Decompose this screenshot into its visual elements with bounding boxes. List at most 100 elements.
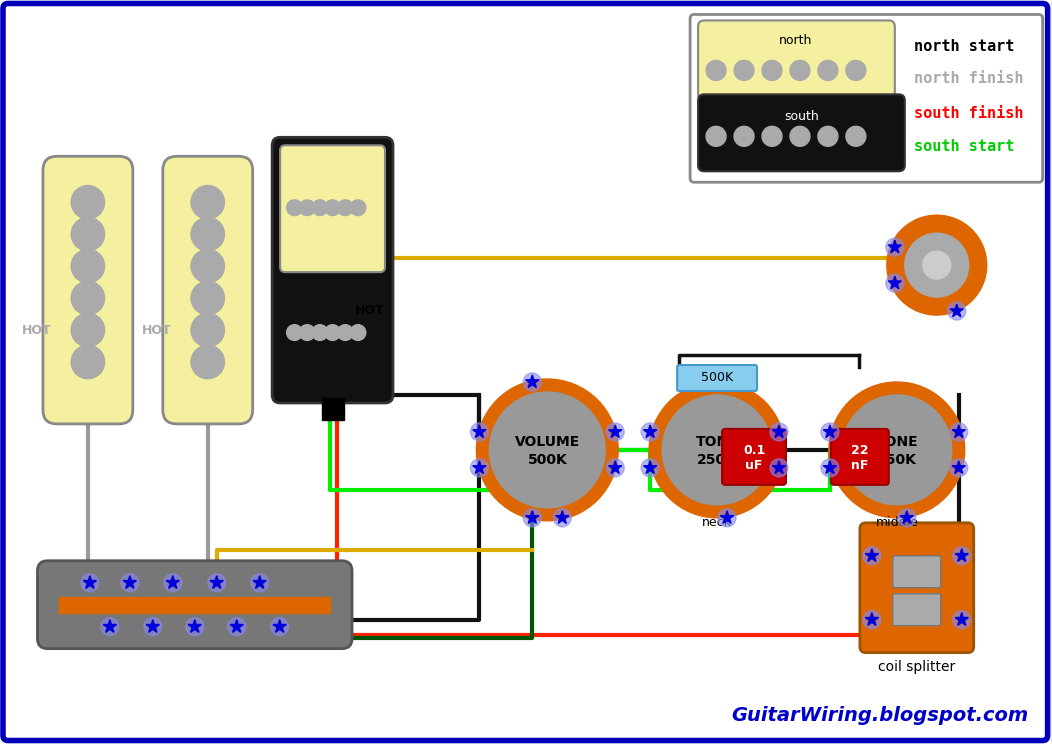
Circle shape: [706, 126, 726, 147]
Circle shape: [762, 60, 782, 80]
Circle shape: [662, 395, 772, 505]
Circle shape: [312, 324, 328, 341]
Text: south start: south start: [914, 139, 1014, 154]
Circle shape: [953, 547, 971, 565]
Circle shape: [950, 423, 968, 441]
Circle shape: [338, 324, 353, 341]
Circle shape: [762, 126, 782, 147]
Text: 500K: 500K: [701, 371, 733, 385]
Circle shape: [706, 60, 726, 80]
Circle shape: [144, 618, 162, 635]
Circle shape: [842, 395, 952, 505]
Circle shape: [489, 392, 605, 508]
Circle shape: [863, 611, 881, 629]
Polygon shape: [865, 612, 878, 625]
FancyBboxPatch shape: [163, 156, 252, 424]
FancyBboxPatch shape: [859, 523, 974, 652]
Circle shape: [641, 459, 660, 477]
FancyBboxPatch shape: [677, 365, 757, 391]
Circle shape: [350, 324, 366, 341]
Bar: [322, 398, 344, 420]
Circle shape: [270, 618, 288, 635]
Polygon shape: [644, 425, 656, 437]
Text: HOT: HOT: [355, 304, 384, 317]
Circle shape: [191, 185, 224, 219]
Circle shape: [829, 382, 965, 518]
Circle shape: [846, 60, 866, 80]
Polygon shape: [188, 620, 201, 632]
Text: middle: middle: [875, 516, 918, 529]
Text: 22
nF: 22 nF: [851, 444, 869, 472]
Circle shape: [72, 345, 104, 379]
Circle shape: [817, 126, 837, 147]
Polygon shape: [210, 576, 223, 589]
Circle shape: [470, 423, 488, 441]
Polygon shape: [230, 620, 243, 632]
FancyBboxPatch shape: [893, 556, 940, 588]
Circle shape: [227, 618, 246, 635]
Text: HOT: HOT: [142, 324, 171, 336]
Circle shape: [886, 274, 904, 292]
FancyBboxPatch shape: [722, 429, 786, 485]
Circle shape: [770, 423, 788, 441]
Circle shape: [817, 60, 837, 80]
Circle shape: [821, 459, 838, 477]
Circle shape: [606, 459, 624, 477]
Polygon shape: [555, 511, 569, 524]
Circle shape: [191, 313, 224, 347]
FancyBboxPatch shape: [690, 14, 1043, 182]
FancyBboxPatch shape: [893, 594, 940, 626]
Circle shape: [887, 215, 987, 315]
Polygon shape: [824, 425, 836, 437]
Polygon shape: [901, 511, 913, 524]
Circle shape: [905, 233, 969, 297]
Circle shape: [734, 126, 754, 147]
Circle shape: [846, 126, 866, 147]
Circle shape: [286, 200, 302, 216]
Circle shape: [300, 324, 315, 341]
Polygon shape: [254, 576, 266, 589]
Circle shape: [186, 618, 204, 635]
Circle shape: [477, 379, 619, 521]
Polygon shape: [721, 511, 733, 524]
Text: 250K: 250K: [877, 453, 916, 467]
Circle shape: [649, 382, 785, 518]
Circle shape: [300, 200, 315, 216]
Polygon shape: [952, 461, 966, 473]
Polygon shape: [772, 425, 786, 437]
FancyBboxPatch shape: [831, 429, 889, 485]
Polygon shape: [950, 304, 964, 317]
Text: south finish: south finish: [914, 106, 1024, 121]
Text: GuitarWiring.blogspot.com: GuitarWiring.blogspot.com: [731, 705, 1029, 725]
Circle shape: [923, 251, 951, 279]
Polygon shape: [526, 375, 539, 388]
Circle shape: [863, 547, 881, 565]
Circle shape: [953, 611, 971, 629]
Circle shape: [790, 60, 810, 80]
Circle shape: [950, 459, 968, 477]
Circle shape: [207, 574, 226, 591]
Circle shape: [325, 200, 341, 216]
Circle shape: [523, 509, 542, 527]
Text: TONE: TONE: [875, 435, 918, 449]
FancyBboxPatch shape: [43, 156, 133, 424]
Circle shape: [72, 281, 104, 315]
Circle shape: [719, 509, 736, 527]
Circle shape: [734, 60, 754, 80]
Circle shape: [101, 618, 119, 635]
Circle shape: [948, 302, 966, 320]
Text: VOLUME: VOLUME: [514, 435, 580, 449]
Bar: [59, 597, 330, 612]
Polygon shape: [608, 425, 622, 437]
Text: 500K: 500K: [527, 453, 567, 467]
Text: neck: neck: [702, 516, 732, 529]
Text: north: north: [780, 34, 812, 47]
Text: 250K: 250K: [697, 453, 737, 467]
Circle shape: [821, 423, 838, 441]
Polygon shape: [472, 461, 486, 473]
Circle shape: [523, 373, 542, 391]
Circle shape: [121, 574, 139, 591]
Circle shape: [325, 324, 341, 341]
Circle shape: [191, 217, 224, 251]
Polygon shape: [952, 425, 966, 437]
